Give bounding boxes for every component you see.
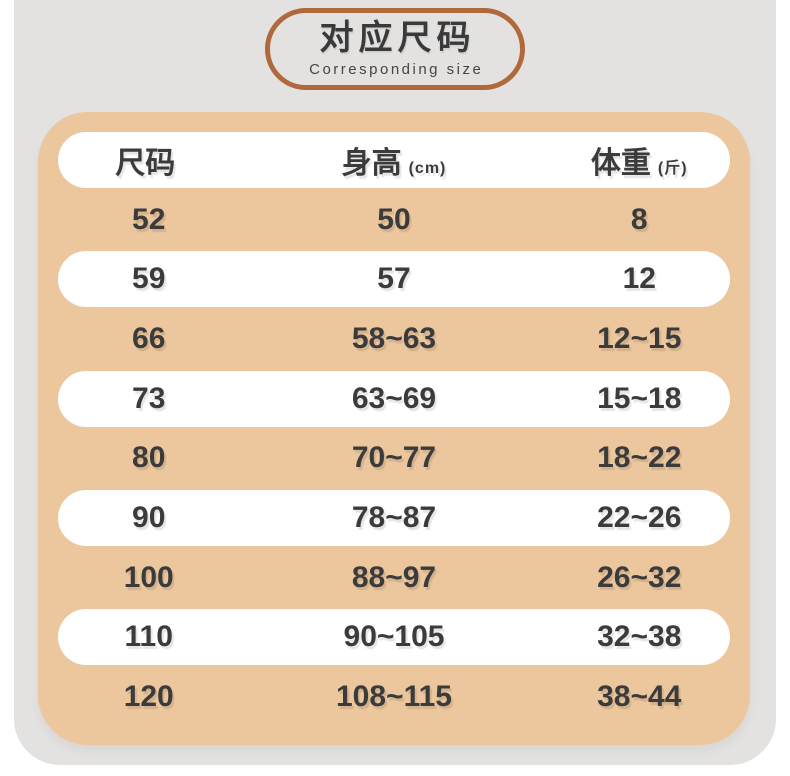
height-value: 58~63 (351, 321, 437, 355)
size-value: 120 (123, 679, 174, 713)
badge-subtitle: Corresponding size (309, 60, 484, 78)
size-value: 90 (132, 500, 166, 534)
weight-value: 32~38 (597, 620, 682, 654)
table-row: 80 70~77 18~22 (58, 430, 730, 486)
weight-value: 18~22 (597, 441, 682, 475)
badge-title: 对应尺码 (319, 19, 476, 58)
weight-value: 22~26 (597, 500, 682, 534)
height-value: 78~87 (351, 500, 437, 534)
height-value: 88~97 (351, 560, 437, 594)
size-value: 80 (132, 441, 166, 475)
size-table: 尺码 身高 (cm) 体重 (斤) 52 50 8 59 57 12 66 58~6… (38, 112, 750, 745)
table-row: 120 108~115 38~44 (58, 669, 730, 725)
table-row: 52 50 8 (58, 192, 730, 248)
weight-value: 12 (622, 262, 656, 296)
table-row: 66 58~63 12~15 (58, 311, 730, 367)
height-value: 63~69 (351, 381, 437, 415)
height-value: 70~77 (351, 441, 437, 475)
weight-value: 26~32 (597, 560, 682, 594)
table-row: 100 88~97 26~32 (58, 550, 730, 606)
weight-value: 12~15 (597, 321, 682, 355)
header-height-label: 身高 (341, 147, 402, 180)
height-value: 108~115 (336, 679, 452, 713)
header-size-label: 尺码 (115, 147, 176, 180)
table-header-row: 尺码 身高 (cm) 体重 (斤) (58, 132, 730, 188)
table-row: 110 90~105 32~38 (58, 609, 730, 666)
size-value: 110 (124, 620, 173, 654)
header-weight-unit: (斤) (657, 160, 688, 177)
size-value: 66 (132, 321, 166, 355)
header-weight-label: 体重 (590, 147, 651, 180)
size-value: 100 (123, 560, 174, 594)
size-value: 59 (132, 262, 166, 296)
weight-value: 15~18 (597, 381, 682, 415)
weight-value: 38~44 (597, 679, 682, 713)
size-value: 52 (132, 202, 166, 236)
size-badge: 对应尺码 Corresponding size (265, 8, 525, 90)
table-row: 90 78~87 22~26 (58, 489, 730, 546)
height-value: 90~105 (343, 620, 445, 654)
height-value: 50 (377, 202, 411, 236)
header-cell-height: 身高 (cm) (239, 138, 548, 182)
header-height-unit: (cm) (408, 160, 447, 177)
header-cell-weight: 体重 (斤) (549, 138, 730, 182)
header-cell-size: 尺码 (58, 138, 239, 182)
table-row: 59 57 12 (58, 251, 730, 308)
weight-value: 8 (630, 202, 648, 236)
table-row: 73 63~69 15~18 (58, 370, 730, 427)
size-value: 73 (132, 381, 166, 415)
height-value: 57 (377, 262, 411, 296)
